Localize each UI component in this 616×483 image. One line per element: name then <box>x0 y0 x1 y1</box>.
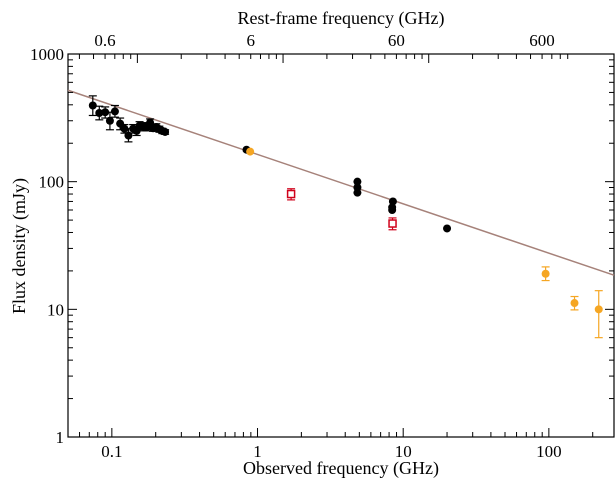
data-point <box>95 109 104 118</box>
x2-tick-label: 600 <box>529 31 555 50</box>
data-point <box>120 124 129 133</box>
data-point <box>541 269 550 278</box>
x-axis-label: Observed frequency (GHz) <box>243 458 439 479</box>
data-point <box>101 108 110 117</box>
data-point <box>161 127 170 136</box>
data-point <box>570 299 579 308</box>
data-point <box>246 147 255 156</box>
ticks-layer: 0.1 1 10 100 0.6 6 60 600 1 10 100 1000 <box>30 31 614 461</box>
x2-tick-label: 0.6 <box>94 31 115 50</box>
data-point <box>353 183 362 192</box>
y-axis-label: Flux density (mJy) <box>9 178 30 314</box>
fit-line <box>67 89 615 276</box>
fit-layer <box>67 89 615 276</box>
x2-tick-label: 60 <box>388 31 405 50</box>
data-point <box>388 203 397 212</box>
x-tick-label: 0.1 <box>101 442 122 461</box>
data-point <box>105 116 114 125</box>
y-tick-label: 10 <box>47 300 64 319</box>
x-tick-label: 100 <box>536 442 562 461</box>
plot-frame <box>67 53 615 438</box>
y-tick-label: 100 <box>39 173 65 192</box>
x2-tick-label: 6 <box>246 31 255 50</box>
x-tick-label: 10 <box>395 442 412 461</box>
data-point <box>594 305 603 314</box>
data-point <box>286 189 296 199</box>
data-point <box>388 197 397 206</box>
data-point <box>88 101 97 110</box>
data-layer <box>88 95 603 339</box>
data-point <box>388 219 397 228</box>
data-point <box>443 224 452 233</box>
top-axis-label: Rest-frame frequency (GHz) <box>238 8 445 29</box>
y-tick-label: 1000 <box>30 45 64 64</box>
data-point <box>110 107 119 116</box>
y-tick-label: 1 <box>56 428 65 447</box>
x-tick-label: 1 <box>253 442 262 461</box>
data-point <box>353 177 362 186</box>
